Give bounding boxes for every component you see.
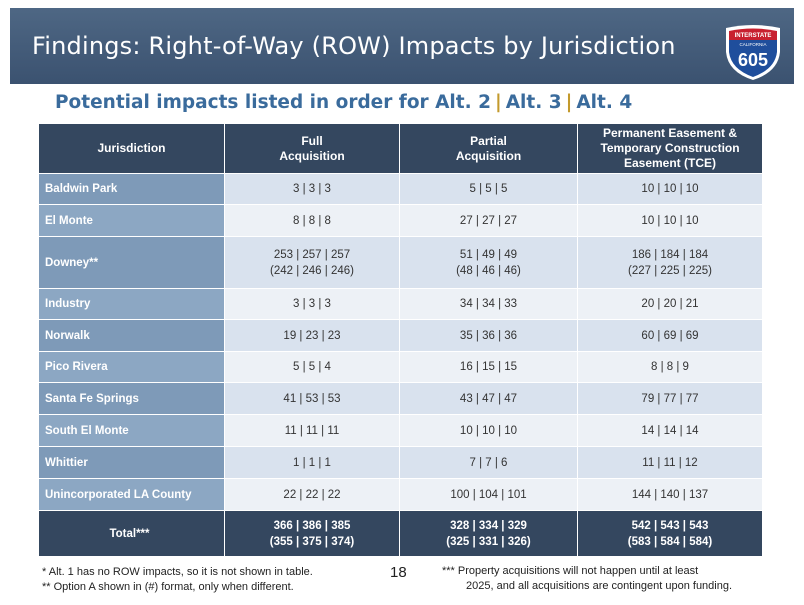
total-partial-acquisition-cell: 328 | 334 | 329 (325 | 331 | 326) — [399, 510, 578, 557]
subtitle-alt3: Alt. 3 — [505, 92, 562, 113]
full-acquisition-cell: 19 | 23 | 23 — [224, 319, 400, 352]
partial-acquisition-cell: 7 | 7 | 6 — [399, 446, 578, 479]
shield-number: 605 — [738, 50, 768, 70]
partial-acquisition-cell: 27 | 27 | 27 — [399, 204, 578, 237]
table-row: El Monte 8 | 8 | 8 27 | 27 | 27 10 | 10 … — [38, 204, 763, 237]
easement-cell: 144 | 140 | 137 — [577, 478, 763, 511]
table-row: Downey** 253 | 257 | 257 (242 | 246 | 24… — [38, 236, 763, 289]
shield-top-text: INTERSTATE — [735, 33, 772, 39]
full-acquisition-cell: 253 | 257 | 257 (242 | 246 | 246) — [224, 236, 400, 289]
subtitle-lead: Potential impacts listed in order for Al… — [55, 92, 491, 113]
partial-acquisition-cell: 34 | 34 | 33 — [399, 288, 578, 320]
total-partial-value: 328 | 334 | 329 — [450, 519, 527, 532]
slide-title: Findings: Right-of-Way (ROW) Impacts by … — [32, 32, 676, 60]
full-acquisition-option-a: (242 | 246 | 246) — [270, 264, 354, 277]
jurisdiction-cell: South El Monte — [38, 414, 225, 447]
table-row: Unincorporated LA County 22 | 22 | 22 10… — [38, 478, 763, 511]
header-easement-line3: Easement (TCE) — [623, 156, 717, 170]
subtitle-separator: | — [494, 92, 502, 113]
table-row: Industry 3 | 3 | 3 34 | 34 | 33 20 | 20 … — [38, 288, 763, 320]
jurisdiction-cell: Santa Fe Springs — [38, 382, 225, 415]
full-acquisition-cell: 3 | 3 | 3 — [224, 173, 400, 205]
table-row: Baldwin Park 3 | 3 | 3 5 | 5 | 5 10 | 10… — [38, 173, 763, 205]
full-acquisition-cell: 3 | 3 | 3 — [224, 288, 400, 320]
total-easement-cell: 542 | 543 | 543 (583 | 584 | 584) — [577, 510, 763, 557]
partial-acquisition-cell: 43 | 47 | 47 — [399, 382, 578, 415]
easement-cell: 8 | 8 | 9 — [577, 351, 763, 383]
header-partial-acquisition: Partial Acquisition — [399, 123, 578, 174]
shield-state-text: CALIFORNIA — [739, 42, 766, 47]
full-acquisition-cell: 41 | 53 | 53 — [224, 382, 400, 415]
partial-acquisition-value: 51 | 49 | 49 — [459, 248, 518, 261]
easement-cell: 60 | 69 | 69 — [577, 319, 763, 352]
footnotes-left: * Alt. 1 has no ROW impacts, so it is no… — [42, 565, 313, 595]
easement-cell: 186 | 184 | 184 (227 | 225 | 225) — [577, 236, 763, 289]
easement-value: 186 | 184 | 184 — [631, 248, 709, 261]
header-full-acquisition: Full Acquisition — [224, 123, 400, 174]
full-acquisition-value: 253 | 257 | 257 — [273, 248, 351, 261]
total-row: Total*** 366 | 386 | 385 (355 | 375 | 37… — [38, 510, 763, 557]
footnote-alt1: * Alt. 1 has no ROW impacts, so it is no… — [42, 566, 313, 578]
full-acquisition-cell: 22 | 22 | 22 — [224, 478, 400, 511]
header-partial-line2: Acquisition — [455, 148, 522, 163]
easement-cell: 10 | 10 | 10 — [577, 204, 763, 237]
jurisdiction-cell: Whittier — [38, 446, 225, 479]
jurisdiction-cell: Downey** — [38, 236, 225, 289]
easement-cell: 10 | 10 | 10 — [577, 173, 763, 205]
footnote-acquisitions-line1: *** Property acquisitions will not happe… — [442, 565, 699, 577]
easement-cell: 79 | 77 | 77 — [577, 382, 763, 415]
easement-cell: 11 | 11 | 12 — [577, 446, 763, 479]
table-row: Santa Fe Springs 41 | 53 | 53 43 | 47 | … — [38, 382, 763, 415]
jurisdiction-cell: Industry — [38, 288, 225, 320]
partial-acquisition-cell: 100 | 104 | 101 — [399, 478, 578, 511]
header-jurisdiction: Jurisdiction — [38, 123, 225, 174]
subtitle: Potential impacts listed in order for Al… — [55, 92, 632, 113]
header-full-line2: Acquisition — [279, 148, 345, 163]
easement-cell: 20 | 20 | 21 — [577, 288, 763, 320]
full-acquisition-cell: 8 | 8 | 8 — [224, 204, 400, 237]
jurisdiction-cell: El Monte — [38, 204, 225, 237]
total-partial-option-a: (325 | 331 | 326) — [446, 535, 531, 548]
header-easement: Permanent Easement & Temporary Construct… — [577, 123, 763, 174]
title-bar: Findings: Right-of-Way (ROW) Impacts by … — [10, 8, 794, 84]
total-full-acquisition-cell: 366 | 386 | 385 (355 | 375 | 374) — [224, 510, 400, 557]
subtitle-alt4: Alt. 4 — [576, 92, 633, 113]
jurisdiction-cell: Baldwin Park — [38, 173, 225, 205]
footnote-option-a: ** Option A shown in (#) format, only wh… — [42, 581, 294, 593]
table-row: Whittier 1 | 1 | 1 7 | 7 | 6 11 | 11 | 1… — [38, 446, 763, 479]
subtitle-separator: | — [565, 92, 573, 113]
header-easement-line2: Temporary Construction — [600, 141, 740, 155]
table-row: Pico Rivera 5 | 5 | 4 16 | 15 | 15 8 | 8… — [38, 351, 763, 383]
total-full-option-a: (355 | 375 | 374) — [269, 535, 355, 548]
full-acquisition-cell: 1 | 1 | 1 — [224, 446, 400, 479]
header-easement-line1: Permanent Easement & — [602, 126, 738, 140]
total-easement-option-a: (583 | 584 | 584) — [627, 535, 713, 548]
partial-acquisition-option-a: (48 | 46 | 46) — [456, 264, 521, 277]
total-easement-value: 542 | 543 | 543 — [631, 519, 709, 532]
easement-cell: 14 | 14 | 14 — [577, 414, 763, 447]
partial-acquisition-cell: 51 | 49 | 49 (48 | 46 | 46) — [399, 236, 578, 289]
header-full-line1: Full — [301, 133, 323, 148]
full-acquisition-cell: 5 | 5 | 4 — [224, 351, 400, 383]
jurisdiction-cell: Pico Rivera — [38, 351, 225, 383]
full-acquisition-cell: 11 | 11 | 11 — [224, 414, 400, 447]
total-full-value: 366 | 386 | 385 — [273, 519, 351, 532]
table-row: South El Monte 11 | 11 | 11 10 | 10 | 10… — [38, 414, 763, 447]
total-label: Total*** — [38, 510, 225, 557]
partial-acquisition-cell: 10 | 10 | 10 — [399, 414, 578, 447]
partial-acquisition-cell: 16 | 15 | 15 — [399, 351, 578, 383]
interstate-605-shield-icon: INTERSTATE CALIFORNIA 605 — [726, 25, 780, 80]
partial-acquisition-cell: 5 | 5 | 5 — [399, 173, 578, 205]
jurisdiction-cell: Norwalk — [38, 319, 225, 352]
easement-option-a: (227 | 225 | 225) — [628, 264, 712, 277]
jurisdiction-cell: Unincorporated LA County — [38, 478, 225, 511]
table-row: Norwalk 19 | 23 | 23 35 | 36 | 36 60 | 6… — [38, 319, 763, 352]
table-header-row: Jurisdiction Full Acquisition Partial Ac… — [38, 123, 763, 174]
footnotes-right: *** Property acquisitions will not happe… — [442, 564, 732, 594]
row-impacts-table: Jurisdiction Full Acquisition Partial Ac… — [38, 123, 763, 557]
page-number: 18 — [390, 564, 407, 581]
footnote-acquisitions-line2: 2025, and all acquisitions are contingen… — [466, 580, 733, 592]
partial-acquisition-cell: 35 | 36 | 36 — [399, 319, 578, 352]
header-partial-line1: Partial — [470, 133, 507, 148]
